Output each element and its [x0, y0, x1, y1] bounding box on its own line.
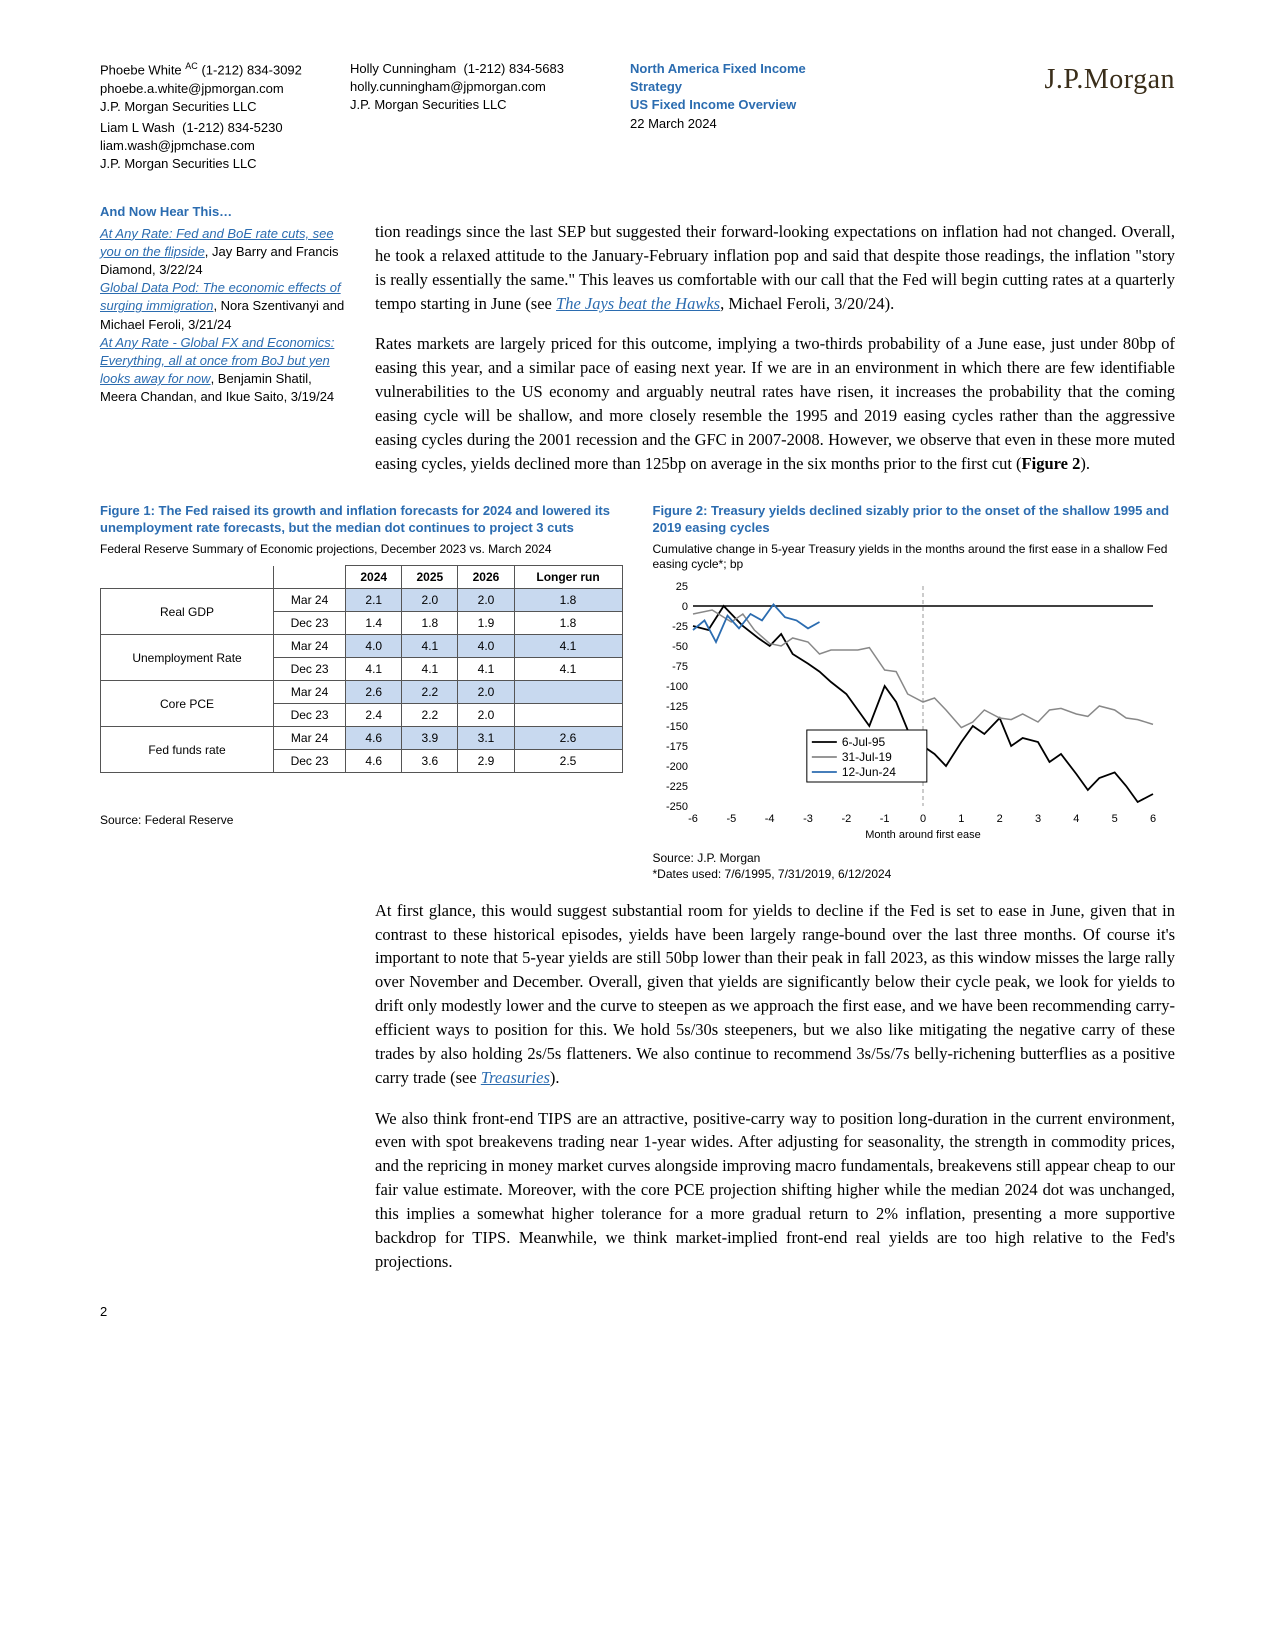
svg-text:-5: -5: [726, 813, 736, 825]
svg-text:3: 3: [1034, 813, 1040, 825]
svg-text:-225: -225: [665, 781, 687, 793]
figure-2-chart: -250-225-200-175-150-125-100-75-50-25025…: [653, 581, 1163, 841]
svg-text:2: 2: [996, 813, 1002, 825]
body-para-1: tion readings since the last SEP but sug…: [375, 220, 1175, 316]
svg-text:-6: -6: [688, 813, 698, 825]
sidebar-item: At Any Rate - Global FX and Economics: E…: [100, 334, 345, 407]
svg-text:1: 1: [958, 813, 964, 825]
svg-text:0: 0: [681, 601, 687, 613]
body-para-2: Rates markets are largely priced for thi…: [375, 332, 1175, 476]
doc-series: North America Fixed Income Strategy US F…: [630, 60, 850, 173]
sep-table: 202420252026Longer run Real GDPMar 242.1…: [100, 565, 623, 773]
svg-text:-50: -50: [672, 641, 688, 653]
body-para-3: At first glance, this would suggest subs…: [375, 899, 1175, 1090]
svg-text:-4: -4: [764, 813, 774, 825]
figure-1-subtitle: Federal Reserve Summary of Economic proj…: [100, 542, 623, 558]
page-number: 2: [100, 1304, 1175, 1319]
figure-2: Figure 2: Treasury yields declined sizab…: [653, 502, 1176, 882]
svg-text:-25: -25: [672, 621, 688, 633]
figure-2-source: Source: J.P. Morgan *Dates used: 7/6/199…: [653, 851, 1176, 882]
svg-text:25: 25: [675, 581, 687, 593]
sidebar-item: At Any Rate: Fed and BoE rate cuts, see …: [100, 225, 345, 280]
figure-1-source: Source: Federal Reserve: [100, 813, 623, 829]
svg-text:-1: -1: [879, 813, 889, 825]
svg-text:-125: -125: [665, 701, 687, 713]
svg-text:6-Jul-95: 6-Jul-95: [841, 735, 885, 749]
sidebar-title: And Now Hear This…: [100, 203, 345, 221]
figure-2-subtitle: Cumulative change in 5-year Treasury yie…: [653, 542, 1176, 573]
inline-link[interactable]: The Jays beat the Hawks: [556, 294, 720, 313]
svg-text:31-Jul-19: 31-Jul-19: [841, 750, 891, 764]
svg-text:-75: -75: [672, 661, 688, 673]
body-para-4: We also think front-end TIPS are an attr…: [375, 1107, 1175, 1274]
svg-text:-2: -2: [841, 813, 851, 825]
svg-text:4: 4: [1073, 813, 1079, 825]
svg-text:-3: -3: [803, 813, 813, 825]
figure-2-title: Figure 2: Treasury yields declined sizab…: [653, 502, 1176, 537]
inline-link[interactable]: Treasuries: [481, 1068, 550, 1087]
main-column: tion readings since the last SEP but sug…: [375, 203, 1175, 491]
logo: J.P.Morgan: [890, 60, 1175, 173]
author-name: Phoebe White: [100, 62, 182, 77]
svg-text:6: 6: [1149, 813, 1155, 825]
svg-text:0: 0: [919, 813, 925, 825]
svg-text:-175: -175: [665, 741, 687, 753]
page-header: Phoebe White AC (1-212) 834-3092 phoebe.…: [100, 60, 1175, 173]
svg-text:12-Jun-24: 12-Jun-24: [841, 765, 895, 779]
sidebar-item: Global Data Pod: The economic effects of…: [100, 279, 345, 334]
sidebar: And Now Hear This… At Any Rate: Fed and …: [100, 203, 345, 491]
figure-1: Figure 1: The Fed raised its growth and …: [100, 502, 623, 882]
author-block-1: Phoebe White AC (1-212) 834-3092 phoebe.…: [100, 60, 310, 173]
svg-text:-250: -250: [665, 801, 687, 813]
svg-text:5: 5: [1111, 813, 1117, 825]
svg-text:-100: -100: [665, 681, 687, 693]
svg-text:-200: -200: [665, 761, 687, 773]
svg-text:-150: -150: [665, 721, 687, 733]
figure-1-title: Figure 1: The Fed raised its growth and …: [100, 502, 623, 537]
svg-text:Month around first ease: Month around first ease: [865, 829, 981, 841]
author-block-2: Holly Cunningham (1-212) 834-5683 holly.…: [350, 60, 590, 173]
